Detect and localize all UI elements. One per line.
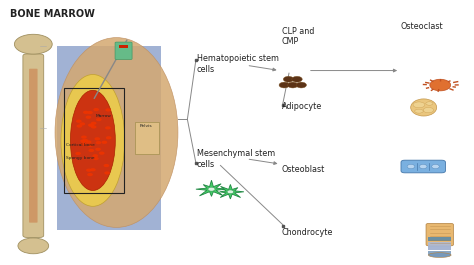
Circle shape [81, 142, 86, 145]
Ellipse shape [426, 102, 433, 105]
Circle shape [91, 122, 97, 125]
Ellipse shape [413, 102, 425, 108]
FancyBboxPatch shape [136, 122, 159, 154]
Circle shape [89, 124, 94, 127]
Ellipse shape [14, 34, 52, 54]
Ellipse shape [428, 253, 451, 258]
Circle shape [208, 187, 215, 191]
FancyBboxPatch shape [23, 54, 44, 237]
Circle shape [419, 164, 427, 169]
Polygon shape [196, 180, 227, 196]
Circle shape [96, 141, 101, 144]
Text: Pelvis: Pelvis [140, 124, 153, 128]
Circle shape [292, 76, 302, 82]
Circle shape [101, 141, 107, 144]
Circle shape [88, 123, 94, 127]
Polygon shape [219, 184, 244, 199]
Circle shape [288, 82, 298, 88]
Circle shape [87, 173, 93, 176]
Circle shape [279, 82, 290, 88]
Circle shape [283, 76, 294, 82]
Text: Osteoclast: Osteoclast [400, 22, 443, 31]
FancyBboxPatch shape [57, 46, 161, 230]
Text: Osteoblast: Osteoblast [282, 165, 325, 174]
Text: Spongy bone: Spongy bone [66, 156, 94, 160]
Ellipse shape [410, 99, 437, 116]
Circle shape [86, 140, 91, 144]
Circle shape [90, 168, 96, 171]
Ellipse shape [415, 109, 423, 113]
Circle shape [86, 169, 92, 172]
Text: Chondrocyte: Chondrocyte [282, 228, 333, 237]
Circle shape [296, 82, 307, 88]
Text: Hematopoietic stem
cells: Hematopoietic stem cells [197, 54, 279, 74]
Ellipse shape [55, 38, 178, 227]
Circle shape [105, 126, 111, 130]
Circle shape [227, 190, 234, 194]
Circle shape [106, 136, 111, 139]
Ellipse shape [423, 107, 434, 113]
Circle shape [82, 139, 88, 142]
Circle shape [99, 152, 105, 155]
Circle shape [432, 164, 439, 169]
Text: Marrow: Marrow [95, 114, 111, 118]
Text: Adipocyte: Adipocyte [282, 102, 322, 111]
Circle shape [80, 139, 86, 143]
Circle shape [407, 164, 415, 169]
Circle shape [96, 118, 101, 121]
Circle shape [95, 148, 101, 151]
FancyBboxPatch shape [115, 42, 132, 59]
FancyBboxPatch shape [428, 246, 451, 250]
Circle shape [103, 164, 109, 167]
Circle shape [105, 108, 111, 112]
Circle shape [91, 125, 97, 129]
FancyBboxPatch shape [401, 160, 446, 173]
Text: Cortical bone: Cortical bone [66, 143, 95, 147]
Circle shape [93, 108, 99, 111]
Circle shape [92, 154, 98, 157]
Circle shape [76, 120, 82, 123]
Circle shape [87, 111, 93, 114]
Circle shape [81, 135, 87, 139]
Circle shape [76, 125, 82, 128]
Circle shape [75, 152, 81, 155]
Text: Mesenchymal stem
cells: Mesenchymal stem cells [197, 149, 275, 169]
Text: BONE MARROW: BONE MARROW [10, 8, 95, 19]
FancyBboxPatch shape [428, 251, 451, 255]
FancyBboxPatch shape [428, 242, 451, 246]
Ellipse shape [18, 238, 49, 254]
Circle shape [89, 149, 94, 152]
Circle shape [80, 122, 85, 125]
Circle shape [87, 144, 93, 147]
Circle shape [86, 116, 91, 119]
Circle shape [83, 111, 89, 114]
FancyBboxPatch shape [119, 45, 128, 48]
Circle shape [430, 79, 451, 91]
Text: CLP and
CMP: CLP and CMP [282, 27, 314, 46]
FancyBboxPatch shape [426, 223, 454, 246]
Circle shape [104, 171, 110, 175]
Ellipse shape [71, 90, 115, 191]
Circle shape [94, 137, 100, 140]
Circle shape [93, 157, 99, 160]
FancyBboxPatch shape [428, 237, 451, 241]
Ellipse shape [61, 74, 125, 206]
FancyBboxPatch shape [29, 69, 37, 223]
